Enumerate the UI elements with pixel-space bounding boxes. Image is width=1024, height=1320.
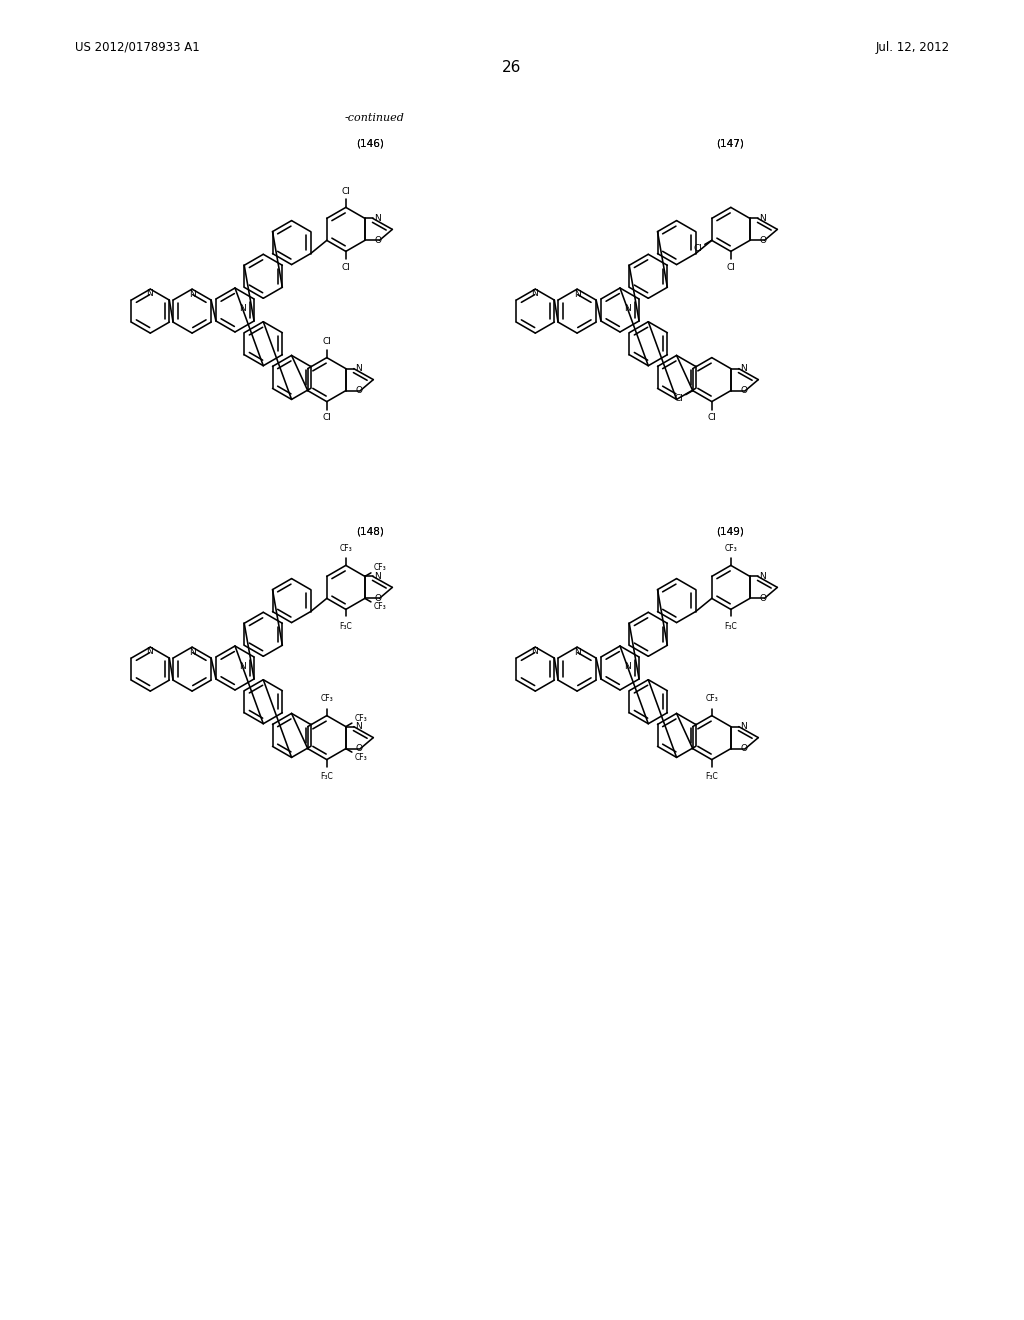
Text: N: N <box>625 663 631 672</box>
Text: N: N <box>625 305 631 313</box>
Text: F₃C: F₃C <box>724 622 737 631</box>
Text: 26: 26 <box>503 61 521 75</box>
Text: N: N <box>759 572 766 581</box>
Text: CF₃: CF₃ <box>354 752 367 762</box>
Text: F₃C: F₃C <box>339 622 352 631</box>
Text: Cl: Cl <box>323 413 331 422</box>
Text: O: O <box>760 594 767 603</box>
Text: -continued: -continued <box>345 114 404 123</box>
Text: O: O <box>740 387 748 395</box>
Text: N: N <box>740 364 746 374</box>
Text: Cl: Cl <box>675 395 683 403</box>
Text: N: N <box>759 214 766 223</box>
Text: (148): (148) <box>356 527 384 537</box>
Text: (147): (147) <box>716 139 744 148</box>
Text: CF₃: CF₃ <box>724 544 737 553</box>
Text: N: N <box>740 722 746 731</box>
Text: CF₃: CF₃ <box>373 602 386 611</box>
Text: O: O <box>375 236 382 246</box>
Text: (149): (149) <box>716 527 744 537</box>
Text: N: N <box>530 647 538 656</box>
Text: (146): (146) <box>356 139 384 148</box>
Text: N: N <box>145 647 153 656</box>
Text: N: N <box>188 290 196 300</box>
Text: Cl: Cl <box>708 413 716 422</box>
Text: O: O <box>375 594 382 603</box>
Text: F₃C: F₃C <box>706 772 718 781</box>
Text: N: N <box>573 648 581 657</box>
Text: N: N <box>188 648 196 657</box>
Text: (147): (147) <box>716 139 744 148</box>
Text: (148): (148) <box>356 527 384 537</box>
Text: Jul. 12, 2012: Jul. 12, 2012 <box>876 41 950 54</box>
Text: O: O <box>355 744 362 754</box>
Text: Cl: Cl <box>323 337 331 346</box>
Text: Cl: Cl <box>341 187 350 195</box>
Text: O: O <box>740 744 748 754</box>
Text: CF₃: CF₃ <box>339 544 352 553</box>
Text: CF₃: CF₃ <box>354 714 367 722</box>
Text: CF₃: CF₃ <box>321 694 333 704</box>
Text: N: N <box>145 289 153 297</box>
Text: N: N <box>355 722 361 731</box>
Text: (146): (146) <box>356 139 384 148</box>
Text: F₃C: F₃C <box>321 772 333 781</box>
Text: CF₃: CF₃ <box>373 564 386 573</box>
Text: N: N <box>240 305 246 313</box>
Text: Cl: Cl <box>341 263 350 272</box>
Text: O: O <box>760 236 767 246</box>
Text: (149): (149) <box>716 527 744 537</box>
Text: N: N <box>240 663 246 672</box>
Text: N: N <box>530 289 538 297</box>
Text: N: N <box>355 364 361 374</box>
Text: CF₃: CF₃ <box>706 694 718 704</box>
Text: Cl: Cl <box>726 263 735 272</box>
Text: US 2012/0178933 A1: US 2012/0178933 A1 <box>75 41 200 54</box>
Text: N: N <box>374 214 381 223</box>
Text: Cl: Cl <box>693 244 702 253</box>
Text: N: N <box>374 572 381 581</box>
Text: O: O <box>355 387 362 395</box>
Text: N: N <box>573 290 581 300</box>
